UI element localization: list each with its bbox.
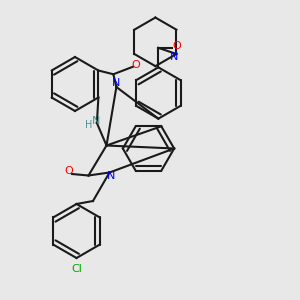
Text: O: O (172, 41, 181, 51)
Text: O: O (131, 60, 140, 70)
Text: N: N (107, 171, 115, 181)
Text: Cl: Cl (71, 264, 82, 274)
Text: N: N (112, 78, 121, 88)
Text: H: H (85, 119, 92, 130)
Text: N: N (92, 116, 100, 127)
Text: O: O (64, 166, 74, 176)
Text: N: N (170, 52, 178, 62)
